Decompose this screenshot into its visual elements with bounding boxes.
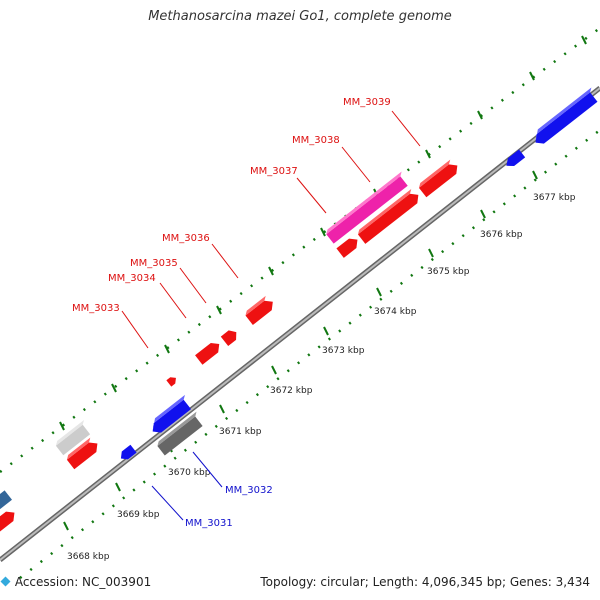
accession-label: Accession: NC_003901 <box>14 575 152 589</box>
tick-label-3672: 3672 kbp <box>270 386 313 396</box>
gene-feature-blue-mid[interactable] <box>147 394 194 436</box>
gene-label-mm3036[interactable]: MM_3036 <box>162 233 210 244</box>
tick-label-3677: 3677 kbp <box>533 193 576 203</box>
tick-label-3676: 3676 kbp <box>480 230 523 240</box>
tick-label-3668: 3668 kbp <box>67 552 110 562</box>
gene-feature-red-lower[interactable] <box>65 436 101 470</box>
gene-feature-edge-red[interactable] <box>0 508 18 533</box>
gene-feature-mm3033[interactable] <box>166 375 178 387</box>
accession-info: Accession: NC_003901 <box>0 575 151 589</box>
tick-label-3671: 3671 kbp <box>219 427 262 437</box>
gene-feature-mm3036[interactable] <box>244 295 277 325</box>
gene-feature-mm3037[interactable] <box>324 171 410 244</box>
gene-feature-gray[interactable] <box>156 411 206 456</box>
gene-label-mm3034[interactable]: MM_3034 <box>108 273 156 284</box>
gene-features <box>0 87 600 533</box>
gene-feature-mm3031[interactable] <box>118 444 137 463</box>
genome-summary: Topology: circular; Length: 4,096,345 bp… <box>260 575 590 589</box>
tick-label-3670: 3670 kbp <box>168 468 211 478</box>
tick-label-3674: 3674 kbp <box>374 307 417 317</box>
gene-label-mm3037[interactable]: MM_3037 <box>250 166 298 177</box>
gene-label-mm3031[interactable]: MM_3031 <box>185 518 233 529</box>
gene-label-mm3033[interactable]: MM_3033 <box>72 303 120 314</box>
gene-feature-blue-large[interactable] <box>530 87 600 148</box>
gene-label-mm3032[interactable]: MM_3032 <box>225 485 273 496</box>
outer-dotted-ring <box>0 26 600 474</box>
tick-label-3675: 3675 kbp <box>427 267 470 277</box>
gene-feature-light-gray[interactable] <box>54 419 93 456</box>
gene-labels: MM_3039 MM_3038 MM_3037 MM_3036 MM_3035 … <box>72 97 391 529</box>
gene-feature-edge-blue[interactable] <box>0 490 12 511</box>
gene-label-mm3038[interactable]: MM_3038 <box>292 135 340 146</box>
gene-feature-mm3035[interactable] <box>220 327 240 347</box>
inner-dotted-ring <box>19 129 600 579</box>
gene-leader-lines <box>121 110 421 521</box>
gene-label-mm3035[interactable]: MM_3035 <box>130 258 178 269</box>
inner-major-ticks <box>63 170 538 531</box>
kbp-tick-labels: 3668 kbp 3669 kbp 3670 kbp 3671 kbp 3672… <box>67 193 576 562</box>
genome-title: Methanosarcina mazei Go1, complete genom… <box>148 9 452 24</box>
gene-label-mm3039[interactable]: MM_3039 <box>343 97 391 108</box>
genome-backbone <box>0 86 600 562</box>
tick-label-3673: 3673 kbp <box>322 346 365 356</box>
gene-feature-mm3039-upper[interactable] <box>417 158 461 198</box>
tick-label-3669: 3669 kbp <box>117 510 160 520</box>
gene-feature-blue-small[interactable] <box>503 149 526 170</box>
gene-feature-red-small-a[interactable] <box>336 235 361 258</box>
accession-icon <box>0 576 11 587</box>
gene-feature-mm3038[interactable] <box>356 188 422 244</box>
gene-feature-mm3034[interactable] <box>195 339 223 365</box>
